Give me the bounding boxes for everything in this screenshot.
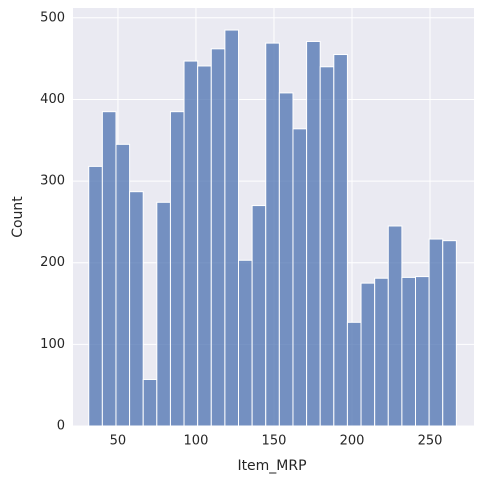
bar <box>169 111 185 427</box>
y-tick-label: 200 <box>40 255 65 270</box>
y-tick-label: 400 <box>40 92 65 107</box>
bar <box>387 225 403 427</box>
bar <box>101 111 117 427</box>
bar <box>88 165 103 427</box>
bar <box>319 66 335 427</box>
bar <box>197 65 212 427</box>
bar <box>401 276 417 427</box>
x-tick-label: 150 <box>262 434 287 449</box>
y-tick-label: 100 <box>40 337 65 352</box>
bar <box>333 54 348 427</box>
x-axis-label: Item_MRP <box>237 458 306 474</box>
bar <box>415 276 430 427</box>
bar <box>292 128 308 427</box>
bar <box>360 282 376 427</box>
bar <box>142 378 158 427</box>
bar <box>306 40 321 427</box>
bar <box>210 48 226 427</box>
bar <box>346 321 362 427</box>
bar <box>428 238 444 427</box>
bar <box>129 191 144 427</box>
x-tick-label: 100 <box>184 434 209 449</box>
bar <box>115 143 131 427</box>
bar <box>265 42 280 427</box>
y-tick-label: 500 <box>40 10 65 25</box>
bar <box>251 205 267 427</box>
bar <box>442 240 457 427</box>
bar <box>278 92 294 427</box>
y-axis-label: Count <box>10 196 26 238</box>
bar <box>238 259 253 427</box>
bar <box>183 60 199 427</box>
bar <box>224 29 240 427</box>
bar <box>156 201 171 427</box>
y-tick-label: 0 <box>57 419 65 434</box>
x-tick-label: 50 <box>110 434 127 449</box>
y-tick-label: 300 <box>40 174 65 189</box>
x-tick-label: 250 <box>418 434 443 449</box>
bar <box>374 277 389 427</box>
x-tick-label: 200 <box>340 434 365 449</box>
